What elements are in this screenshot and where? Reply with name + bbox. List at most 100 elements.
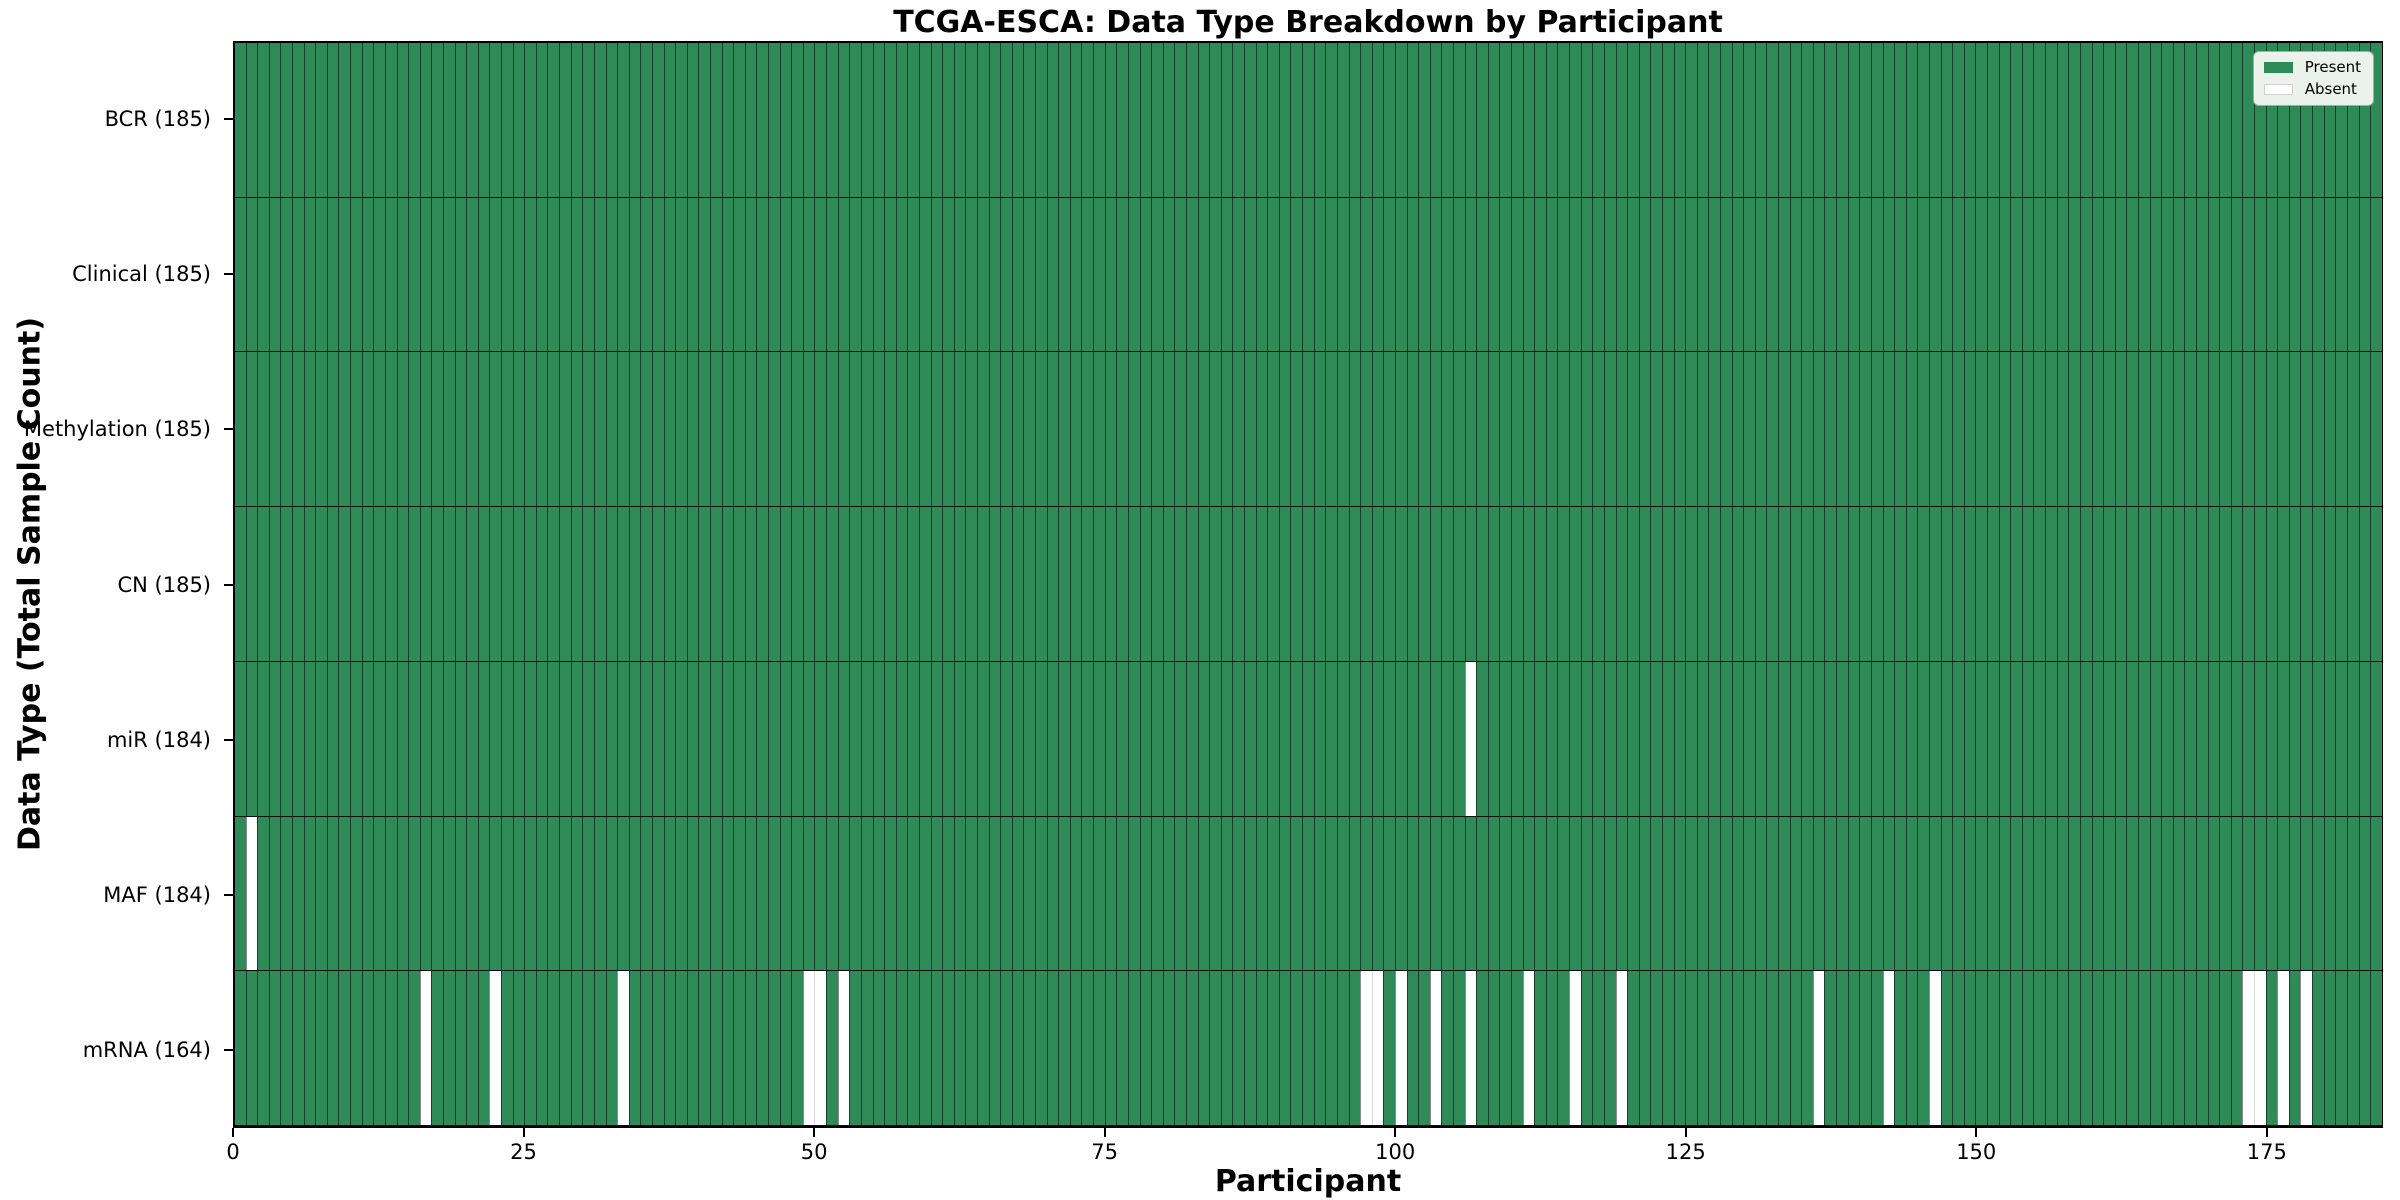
cell-CN-35 bbox=[628, 507, 641, 661]
cell-miR-177 bbox=[2277, 661, 2289, 816]
cell-miR-8 bbox=[315, 661, 327, 816]
cell-CN-143 bbox=[1882, 507, 1895, 661]
row-CN bbox=[235, 507, 2382, 662]
cell-MAF-80 bbox=[1151, 816, 1163, 971]
cell-MAF-13 bbox=[373, 816, 385, 971]
cell-MAF-103 bbox=[1418, 816, 1430, 971]
cell-Methylation-107 bbox=[1464, 352, 1477, 507]
cell-CN-12 bbox=[361, 507, 374, 661]
cell-Methylation-4 bbox=[268, 352, 281, 507]
cell-CN-7 bbox=[303, 507, 316, 661]
cell-MAF-100 bbox=[1383, 816, 1395, 971]
cell-Methylation-20 bbox=[454, 352, 467, 507]
cell-MAF-167 bbox=[2161, 816, 2173, 971]
cell-Clinical-18 bbox=[431, 197, 443, 352]
cell-miR-41 bbox=[698, 661, 710, 816]
cell-BCR-50 bbox=[802, 43, 815, 197]
cell-mRNA-178 bbox=[2288, 971, 2301, 1125]
cell-Clinical-55 bbox=[860, 197, 873, 352]
cell-mRNA-57 bbox=[884, 971, 896, 1125]
cell-Methylation-48 bbox=[779, 352, 792, 507]
cell-Clinical-94 bbox=[1313, 197, 1326, 352]
cell-Methylation-100 bbox=[1383, 352, 1395, 507]
cell-CN-48 bbox=[779, 507, 792, 661]
cell-CN-116 bbox=[1569, 507, 1581, 661]
row-miR bbox=[235, 661, 2382, 817]
cell-mRNA-180 bbox=[2312, 971, 2324, 1125]
cell-Methylation-76 bbox=[1104, 352, 1117, 507]
cell-mRNA-16 bbox=[408, 971, 420, 1125]
cell-CN-57 bbox=[884, 507, 896, 661]
cell-Methylation-78 bbox=[1127, 352, 1140, 507]
x-tick-mark bbox=[1394, 1128, 1397, 1137]
cell-Clinical-53 bbox=[837, 197, 850, 352]
cell-CN-72 bbox=[1058, 507, 1070, 661]
cell-miR-83 bbox=[1185, 661, 1198, 816]
cell-miR-61 bbox=[930, 661, 943, 816]
cell-mRNA-4 bbox=[268, 971, 281, 1125]
cell-Methylation-126 bbox=[1685, 352, 1697, 507]
cell-Methylation-44 bbox=[733, 352, 745, 507]
cell-Methylation-157 bbox=[2045, 352, 2057, 507]
cell-Clinical-39 bbox=[675, 197, 687, 352]
cell-MAF-173 bbox=[2230, 816, 2243, 971]
cell-mRNA-101 bbox=[1394, 971, 1407, 1125]
cell-mRNA-7 bbox=[303, 971, 316, 1125]
cell-MAF-104 bbox=[1429, 816, 1442, 971]
cell-miR-19 bbox=[442, 661, 455, 816]
cell-mRNA-116 bbox=[1569, 971, 1581, 1125]
cell-Clinical-8 bbox=[315, 197, 327, 352]
cell-Clinical-152 bbox=[1987, 197, 1999, 352]
cell-mRNA-109 bbox=[1487, 971, 1500, 1125]
legend-label-absent: Absent bbox=[2304, 80, 2357, 98]
cell-BCR-178 bbox=[2288, 43, 2301, 197]
cell-miR-75 bbox=[1093, 661, 1105, 816]
cell-CN-175 bbox=[2254, 507, 2266, 661]
cell-Clinical-95 bbox=[1325, 197, 1337, 352]
cell-Clinical-112 bbox=[1522, 197, 1535, 352]
cell-mRNA-166 bbox=[2149, 971, 2162, 1125]
cell-CN-112 bbox=[1522, 507, 1535, 661]
cell-CN-27 bbox=[535, 507, 548, 661]
cell-CN-45 bbox=[744, 507, 757, 661]
cell-Clinical-22 bbox=[477, 197, 490, 352]
y-tick-label-CN: CN (185) bbox=[117, 572, 211, 597]
cell-CN-171 bbox=[2207, 507, 2220, 661]
cell-Clinical-156 bbox=[2033, 197, 2046, 352]
cell-MAF-149 bbox=[1952, 816, 1964, 971]
cell-MAF-138 bbox=[1824, 816, 1837, 971]
cell-CN-29 bbox=[559, 507, 571, 661]
legend-item-present: Present bbox=[2263, 60, 2361, 75]
cell-MAF-164 bbox=[2126, 816, 2138, 971]
cell-miR-32 bbox=[593, 661, 606, 816]
cell-BCR-91 bbox=[1278, 43, 1291, 197]
cell-Clinical-88 bbox=[1244, 197, 1256, 352]
cell-Methylation-12 bbox=[361, 352, 374, 507]
cell-CN-19 bbox=[442, 507, 455, 661]
cell-Methylation-177 bbox=[2277, 352, 2289, 507]
cell-BCR-153 bbox=[1998, 43, 2011, 197]
cell-MAF-98 bbox=[1360, 816, 1372, 971]
cell-mRNA-65 bbox=[977, 971, 989, 1125]
cell-Clinical-170 bbox=[2195, 197, 2208, 352]
cell-Clinical-49 bbox=[791, 197, 803, 352]
x-tick-mark bbox=[232, 1128, 234, 1137]
cell-miR-156 bbox=[2033, 661, 2046, 816]
cell-BCR-150 bbox=[1963, 43, 1976, 197]
cell-mRNA-131 bbox=[1743, 971, 1755, 1125]
cell-mRNA-6 bbox=[292, 971, 304, 1125]
cell-mRNA-33 bbox=[605, 971, 618, 1125]
cell-BCR-16 bbox=[408, 43, 420, 197]
cell-BCR-173 bbox=[2230, 43, 2243, 197]
cell-mRNA-40 bbox=[686, 971, 699, 1125]
cell-CN-82 bbox=[1174, 507, 1186, 661]
cell-mRNA-48 bbox=[779, 971, 792, 1125]
cell-mRNA-150 bbox=[1963, 971, 1976, 1125]
cell-miR-183 bbox=[2346, 661, 2359, 816]
cell-CN-127 bbox=[1696, 507, 1709, 661]
cell-miR-163 bbox=[2114, 661, 2127, 816]
cell-CN-47 bbox=[768, 507, 780, 661]
cell-miR-116 bbox=[1569, 661, 1581, 816]
cell-mRNA-18 bbox=[431, 971, 443, 1125]
cell-Clinical-90 bbox=[1267, 197, 1279, 352]
